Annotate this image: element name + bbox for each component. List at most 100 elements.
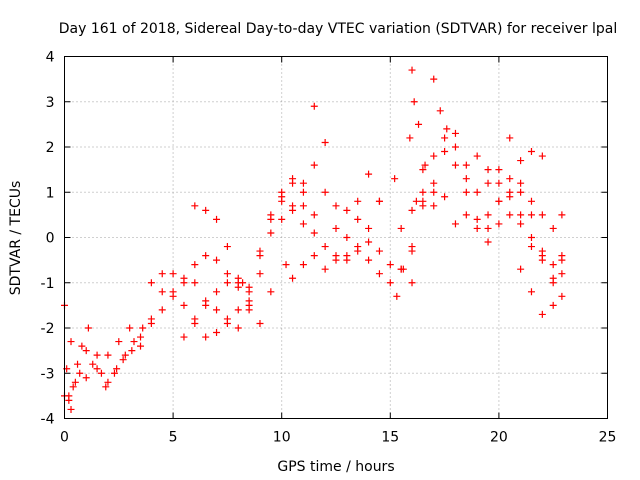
- data-point: [473, 215, 481, 223]
- y-tick-label: 1: [46, 185, 55, 201]
- data-point: [158, 270, 166, 278]
- data-point: [527, 243, 535, 251]
- data-point: [549, 224, 557, 232]
- data-point: [332, 256, 340, 264]
- data-point: [538, 211, 546, 219]
- data-point: [93, 365, 101, 373]
- data-point: [180, 333, 188, 341]
- data-point: [332, 202, 340, 210]
- data-point: [180, 301, 188, 309]
- data-point: [527, 148, 535, 156]
- x-tick-label: 15: [381, 430, 399, 446]
- data-point: [278, 193, 286, 201]
- data-point: [65, 392, 73, 400]
- data-point: [430, 202, 438, 210]
- data-point: [97, 369, 105, 377]
- data-point: [375, 270, 383, 278]
- data-point: [527, 234, 535, 241]
- data-point: [419, 202, 427, 210]
- data-point: [517, 157, 525, 165]
- data-point: [517, 211, 525, 219]
- data-point: [158, 306, 166, 314]
- data-point: [278, 215, 286, 223]
- data-point: [289, 206, 297, 214]
- data-point: [104, 378, 112, 386]
- data-point: [310, 229, 318, 237]
- data-point: [299, 188, 307, 196]
- data-point: [256, 247, 264, 255]
- data-point: [115, 338, 123, 346]
- data-point: [213, 256, 221, 264]
- data-point: [191, 279, 199, 287]
- y-tick-label: 4: [46, 50, 55, 66]
- data-point: [93, 351, 101, 359]
- data-point: [354, 215, 362, 223]
- data-point: [473, 152, 481, 160]
- data-point: [147, 279, 155, 287]
- data-point: [451, 161, 459, 169]
- data-point: [169, 288, 177, 296]
- data-point: [549, 261, 557, 269]
- data-point: [191, 202, 199, 210]
- data-point: [321, 138, 329, 146]
- data-point: [399, 265, 407, 273]
- data-point: [202, 301, 210, 309]
- data-point: [169, 270, 177, 278]
- y-tick-label: -1: [41, 276, 55, 292]
- data-point: [386, 261, 394, 269]
- data-point: [130, 338, 138, 346]
- data-point: [375, 247, 383, 255]
- data-point: [527, 211, 535, 219]
- data-point: [538, 152, 546, 160]
- data-point: [76, 369, 84, 377]
- data-point: [71, 378, 79, 386]
- data-point: [104, 351, 112, 359]
- data-point: [538, 252, 546, 260]
- y-axis-label: SDTVAR / TECUs: [8, 181, 24, 296]
- data-point: [484, 211, 492, 219]
- data-point: [365, 170, 373, 178]
- data-point: [102, 383, 110, 391]
- data-point: [310, 252, 318, 260]
- data-point: [245, 297, 253, 305]
- data-point: [441, 134, 449, 142]
- data-point: [408, 66, 416, 74]
- data-point: [495, 220, 503, 228]
- data-point: [365, 238, 373, 246]
- data-point: [517, 265, 525, 273]
- data-point: [343, 234, 351, 241]
- data-point: [365, 256, 373, 264]
- data-point: [406, 134, 414, 142]
- y-tick-label: 3: [46, 95, 55, 111]
- data-point: [506, 211, 514, 219]
- data-point: [506, 193, 514, 201]
- y-tick-label: 0: [46, 231, 55, 247]
- data-point: [267, 229, 275, 237]
- data-point: [213, 329, 221, 337]
- data-point: [441, 193, 449, 201]
- data-point: [299, 179, 307, 187]
- data-point: [484, 224, 492, 232]
- grid-lines: [64, 56, 608, 419]
- data-point: [549, 279, 557, 287]
- data-point: [299, 261, 307, 269]
- data-point: [245, 283, 253, 291]
- data-point: [128, 347, 136, 355]
- axis-tick-labels: 0 5 10 15 20 25 -4 -3 -2 -1 0 1 2 3 4: [41, 50, 617, 446]
- data-point: [484, 166, 492, 174]
- data-point: [391, 175, 399, 183]
- data-point: [213, 306, 221, 314]
- data-point: [558, 270, 566, 278]
- data-point: [191, 261, 199, 269]
- data-point: [223, 243, 231, 251]
- data-point: [299, 202, 307, 210]
- data-point: [126, 324, 134, 332]
- data-point: [343, 206, 351, 214]
- data-point: [421, 161, 429, 169]
- data-point: [408, 243, 416, 251]
- data-point: [110, 369, 118, 377]
- data-point: [451, 143, 459, 151]
- data-point: [234, 324, 242, 332]
- data-point: [397, 224, 405, 232]
